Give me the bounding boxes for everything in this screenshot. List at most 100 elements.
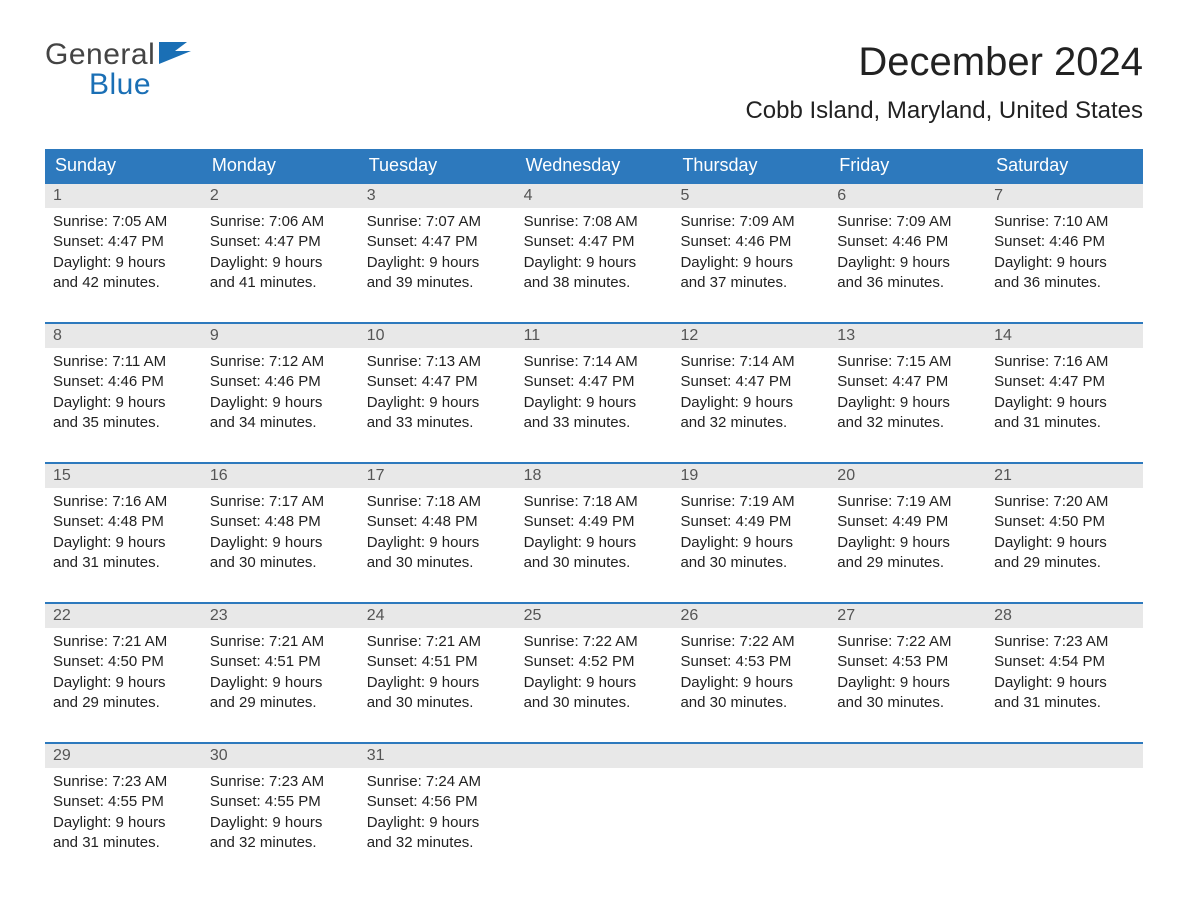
day-number [672, 744, 829, 768]
daylight-line-1: Daylight: 9 hours [680, 393, 821, 413]
weeks-container: 1Sunrise: 7:05 AMSunset: 4:47 PMDaylight… [45, 182, 1143, 864]
day-cell: 19Sunrise: 7:19 AMSunset: 4:49 PMDayligh… [672, 464, 829, 584]
day-cell: 21Sunrise: 7:20 AMSunset: 4:50 PMDayligh… [986, 464, 1143, 584]
day-cell: 29Sunrise: 7:23 AMSunset: 4:55 PMDayligh… [45, 744, 202, 864]
day-number: 11 [516, 324, 673, 348]
day-number: 7 [986, 184, 1143, 208]
day-number: 28 [986, 604, 1143, 628]
daylight-line-1: Daylight: 9 hours [680, 673, 821, 693]
daylight-line-1: Daylight: 9 hours [210, 673, 351, 693]
day-header-tuesday: Tuesday [359, 149, 516, 182]
daylight-line-2: and 30 minutes. [367, 693, 508, 713]
day-body: Sunrise: 7:12 AMSunset: 4:46 PMDaylight:… [202, 348, 359, 441]
daylight-line-2: and 34 minutes. [210, 413, 351, 433]
daylight-line-1: Daylight: 9 hours [210, 533, 351, 553]
day-body: Sunrise: 7:22 AMSunset: 4:52 PMDaylight:… [516, 628, 673, 721]
day-cell: 7Sunrise: 7:10 AMSunset: 4:46 PMDaylight… [986, 184, 1143, 304]
sunset-line: Sunset: 4:47 PM [994, 372, 1135, 392]
daylight-line-1: Daylight: 9 hours [837, 393, 978, 413]
daylight-line-2: and 32 minutes. [837, 413, 978, 433]
day-cell [829, 744, 986, 864]
day-header-wednesday: Wednesday [516, 149, 673, 182]
day-cell: 26Sunrise: 7:22 AMSunset: 4:53 PMDayligh… [672, 604, 829, 724]
day-body: Sunrise: 7:22 AMSunset: 4:53 PMDaylight:… [672, 628, 829, 721]
day-cell: 11Sunrise: 7:14 AMSunset: 4:47 PMDayligh… [516, 324, 673, 444]
logo-top-line: General [45, 40, 193, 70]
day-body: Sunrise: 7:15 AMSunset: 4:47 PMDaylight:… [829, 348, 986, 441]
title-block: December 2024 Cobb Island, Maryland, Uni… [745, 40, 1143, 141]
daylight-line-2: and 30 minutes. [680, 553, 821, 573]
sunrise-line: Sunrise: 7:12 AM [210, 352, 351, 372]
sunrise-line: Sunrise: 7:14 AM [680, 352, 821, 372]
sunrise-line: Sunrise: 7:15 AM [837, 352, 978, 372]
daylight-line-2: and 31 minutes. [53, 553, 194, 573]
day-number: 31 [359, 744, 516, 768]
calendar: SundayMondayTuesdayWednesdayThursdayFrid… [45, 149, 1143, 864]
week-row: 29Sunrise: 7:23 AMSunset: 4:55 PMDayligh… [45, 742, 1143, 864]
sunrise-line: Sunrise: 7:08 AM [524, 212, 665, 232]
sunset-line: Sunset: 4:46 PM [210, 372, 351, 392]
sunrise-line: Sunrise: 7:09 AM [837, 212, 978, 232]
sunrise-line: Sunrise: 7:21 AM [53, 632, 194, 652]
daylight-line-1: Daylight: 9 hours [524, 673, 665, 693]
daylight-line-2: and 33 minutes. [524, 413, 665, 433]
sunset-line: Sunset: 4:49 PM [680, 512, 821, 532]
daylight-line-2: and 39 minutes. [367, 273, 508, 293]
sunrise-line: Sunrise: 7:21 AM [210, 632, 351, 652]
daylight-line-1: Daylight: 9 hours [210, 253, 351, 273]
day-number: 15 [45, 464, 202, 488]
day-body: Sunrise: 7:14 AMSunset: 4:47 PMDaylight:… [672, 348, 829, 441]
sunrise-line: Sunrise: 7:23 AM [53, 772, 194, 792]
week-row: 15Sunrise: 7:16 AMSunset: 4:48 PMDayligh… [45, 462, 1143, 584]
flag-icon [159, 40, 193, 70]
day-cell: 17Sunrise: 7:18 AMSunset: 4:48 PMDayligh… [359, 464, 516, 584]
day-body: Sunrise: 7:19 AMSunset: 4:49 PMDaylight:… [672, 488, 829, 581]
day-cell: 31Sunrise: 7:24 AMSunset: 4:56 PMDayligh… [359, 744, 516, 864]
sunset-line: Sunset: 4:52 PM [524, 652, 665, 672]
sunrise-line: Sunrise: 7:22 AM [524, 632, 665, 652]
daylight-line-1: Daylight: 9 hours [53, 673, 194, 693]
day-body: Sunrise: 7:21 AMSunset: 4:50 PMDaylight:… [45, 628, 202, 721]
daylight-line-2: and 29 minutes. [53, 693, 194, 713]
daylight-line-1: Daylight: 9 hours [524, 533, 665, 553]
day-number: 25 [516, 604, 673, 628]
sunset-line: Sunset: 4:50 PM [53, 652, 194, 672]
day-body: Sunrise: 7:21 AMSunset: 4:51 PMDaylight:… [359, 628, 516, 721]
day-cell: 5Sunrise: 7:09 AMSunset: 4:46 PMDaylight… [672, 184, 829, 304]
day-body: Sunrise: 7:19 AMSunset: 4:49 PMDaylight:… [829, 488, 986, 581]
sunrise-line: Sunrise: 7:24 AM [367, 772, 508, 792]
day-number: 12 [672, 324, 829, 348]
sunset-line: Sunset: 4:46 PM [53, 372, 194, 392]
day-number: 2 [202, 184, 359, 208]
day-cell: 20Sunrise: 7:19 AMSunset: 4:49 PMDayligh… [829, 464, 986, 584]
day-header-monday: Monday [202, 149, 359, 182]
daylight-line-2: and 30 minutes. [680, 693, 821, 713]
day-cell: 23Sunrise: 7:21 AMSunset: 4:51 PMDayligh… [202, 604, 359, 724]
day-body: Sunrise: 7:11 AMSunset: 4:46 PMDaylight:… [45, 348, 202, 441]
daylight-line-2: and 29 minutes. [210, 693, 351, 713]
daylight-line-1: Daylight: 9 hours [837, 673, 978, 693]
sunrise-line: Sunrise: 7:14 AM [524, 352, 665, 372]
daylight-line-2: and 33 minutes. [367, 413, 508, 433]
daylight-line-1: Daylight: 9 hours [994, 673, 1135, 693]
day-cell: 9Sunrise: 7:12 AMSunset: 4:46 PMDaylight… [202, 324, 359, 444]
day-number: 10 [359, 324, 516, 348]
day-body: Sunrise: 7:14 AMSunset: 4:47 PMDaylight:… [516, 348, 673, 441]
day-body: Sunrise: 7:23 AMSunset: 4:55 PMDaylight:… [202, 768, 359, 861]
day-body: Sunrise: 7:08 AMSunset: 4:47 PMDaylight:… [516, 208, 673, 301]
sunrise-line: Sunrise: 7:18 AM [367, 492, 508, 512]
day-cell: 16Sunrise: 7:17 AMSunset: 4:48 PMDayligh… [202, 464, 359, 584]
sunset-line: Sunset: 4:55 PM [210, 792, 351, 812]
day-cell [672, 744, 829, 864]
sunrise-line: Sunrise: 7:05 AM [53, 212, 194, 232]
day-body: Sunrise: 7:05 AMSunset: 4:47 PMDaylight:… [45, 208, 202, 301]
day-body: Sunrise: 7:17 AMSunset: 4:48 PMDaylight:… [202, 488, 359, 581]
daylight-line-2: and 31 minutes. [994, 693, 1135, 713]
day-body: Sunrise: 7:16 AMSunset: 4:47 PMDaylight:… [986, 348, 1143, 441]
daylight-line-2: and 35 minutes. [53, 413, 194, 433]
daylight-line-1: Daylight: 9 hours [367, 813, 508, 833]
sunrise-line: Sunrise: 7:13 AM [367, 352, 508, 372]
sunset-line: Sunset: 4:46 PM [994, 232, 1135, 252]
day-body: Sunrise: 7:23 AMSunset: 4:54 PMDaylight:… [986, 628, 1143, 721]
daylight-line-1: Daylight: 9 hours [680, 253, 821, 273]
